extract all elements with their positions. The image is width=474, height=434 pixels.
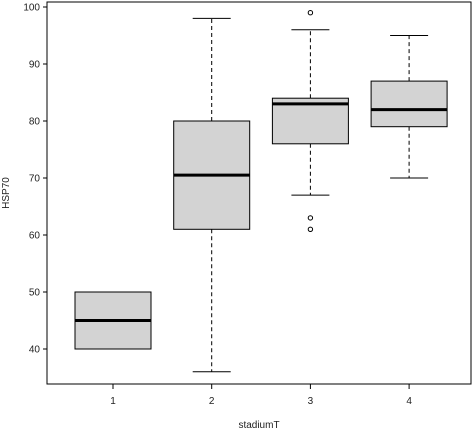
outlier-point xyxy=(307,10,314,16)
y-tick-label: 50 xyxy=(29,288,41,299)
box-3 xyxy=(271,10,349,233)
x-axis-title: stadiumT xyxy=(238,420,279,431)
outlier-point xyxy=(307,226,314,233)
x-tick-label: 2 xyxy=(209,396,215,407)
y-axis-title: HSP70 xyxy=(1,177,12,209)
boxes-group xyxy=(74,10,448,373)
box-1 xyxy=(74,291,152,350)
y-axis: 40 50 60 70 80 90 100 xyxy=(23,3,48,356)
x-tick-label: 1 xyxy=(110,396,116,407)
y-tick-label: 100 xyxy=(23,3,40,14)
box-body xyxy=(370,80,448,128)
y-tick-label: 70 xyxy=(29,174,41,185)
box-2 xyxy=(173,17,251,373)
outlier-point xyxy=(307,215,314,221)
box-body xyxy=(271,97,349,145)
x-tick-label: 4 xyxy=(406,396,412,407)
y-tick-label: 60 xyxy=(29,231,41,242)
y-tick-label: 90 xyxy=(29,60,41,71)
x-axis: 1 2 3 4 xyxy=(110,383,412,407)
y-tick-label: 80 xyxy=(29,117,41,128)
x-tick-label: 3 xyxy=(308,396,314,407)
y-tick-label: 40 xyxy=(29,345,41,356)
box-4 xyxy=(370,35,448,179)
